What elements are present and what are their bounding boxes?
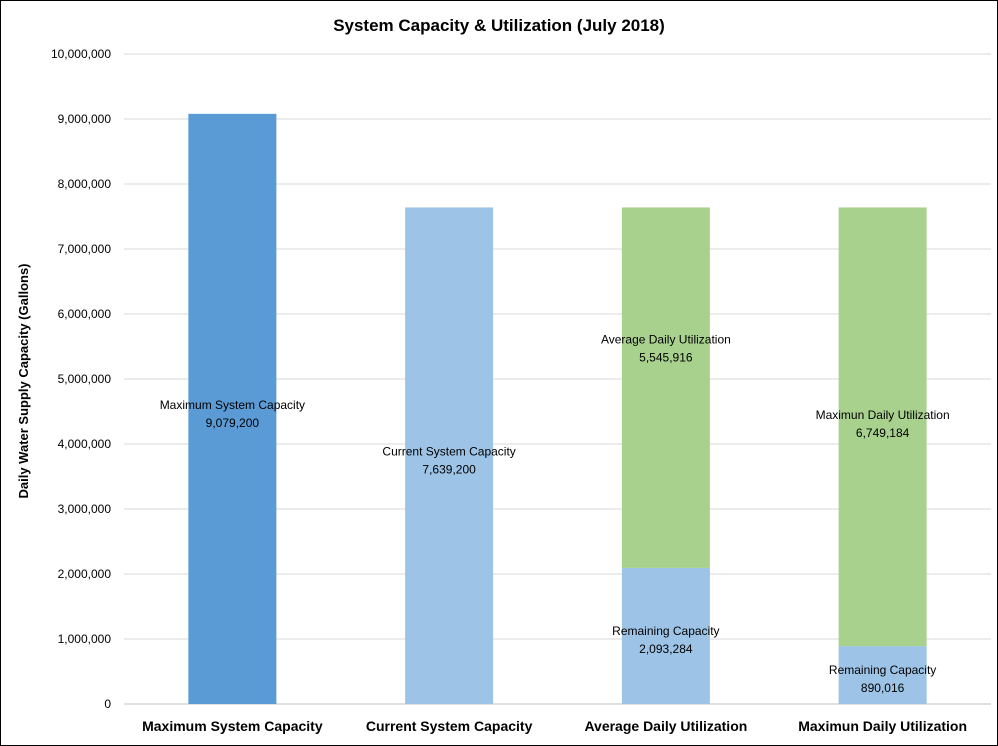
data-label-value: 6,749,184	[856, 426, 910, 440]
data-label-name: Current System Capacity	[382, 445, 515, 459]
x-category-label: Maximun Daily Utilization	[798, 718, 967, 734]
x-category-label: Maximum System Capacity	[142, 718, 323, 734]
y-tick-label: 0	[104, 697, 111, 711]
bar-segment	[838, 207, 927, 647]
data-label-name: Maximun Daily Utilization	[816, 408, 950, 422]
y-tick-label: 1,000,000	[58, 632, 112, 646]
x-category-label: Current System Capacity	[366, 718, 533, 734]
bar-segment	[838, 646, 927, 704]
bar-segment	[405, 207, 494, 704]
data-label-value: 7,639,200	[422, 463, 476, 477]
x-category-label: Average Daily Utilization	[584, 718, 747, 734]
data-label-name: Average Daily Utilization	[601, 333, 731, 347]
chart-title: System Capacity & Utilization (July 2018…	[333, 16, 665, 35]
y-tick-label: 4,000,000	[58, 437, 112, 451]
y-tick-label: 3,000,000	[58, 502, 112, 516]
data-label-value: 890,016	[861, 681, 905, 695]
y-tick-label: 10,000,000	[51, 47, 111, 61]
data-label-value: 5,545,916	[639, 351, 693, 365]
y-tick-label: 7,000,000	[58, 242, 112, 256]
data-label-value: 9,079,200	[206, 416, 260, 430]
bar-segment	[621, 207, 710, 568]
y-tick-label: 6,000,000	[58, 307, 112, 321]
data-label-value: 2,093,284	[639, 642, 693, 656]
y-axis-label: Daily Water Supply Capacity (Gallons)	[16, 263, 31, 498]
bar-segment	[188, 113, 277, 705]
data-label-name: Maximum System Capacity	[160, 398, 305, 412]
data-label-name: Remaining Capacity	[829, 663, 936, 677]
y-tick-label: 2,000,000	[58, 567, 112, 581]
label-layer: 0 1,000,000 2,000,000 3,000,000 4,000,000 5,0…	[51, 47, 967, 734]
bar-layer	[188, 113, 927, 705]
y-tick-label: 5,000,000	[58, 372, 112, 386]
y-tick-label: 8,000,000	[58, 177, 112, 191]
data-label-name: Remaining Capacity	[612, 624, 719, 638]
bar-segment	[621, 567, 710, 704]
y-tick-label: 9,000,000	[58, 112, 112, 126]
